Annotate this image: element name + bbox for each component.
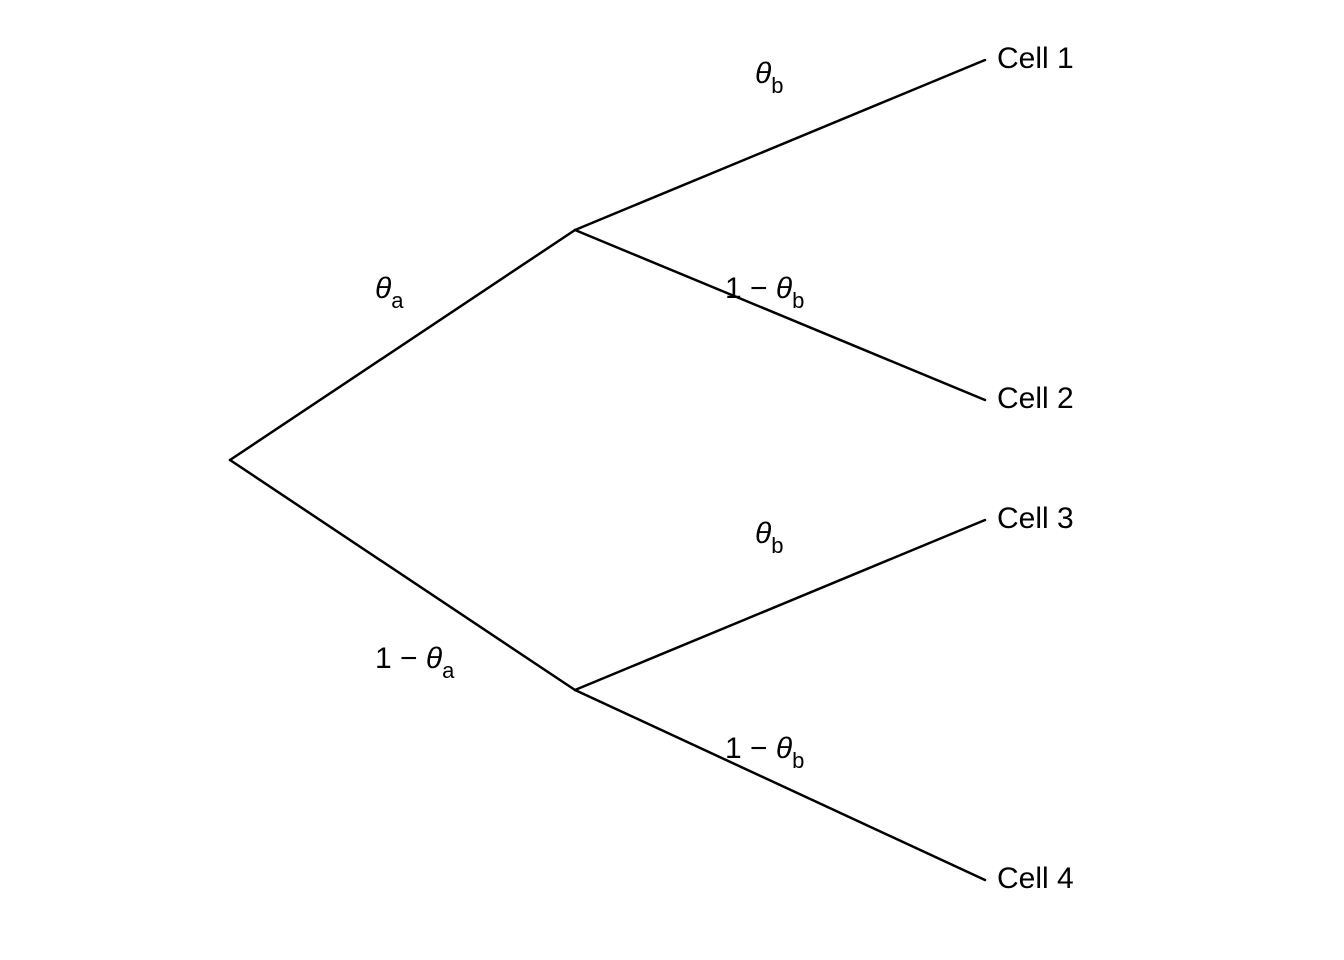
tree-edge <box>575 230 985 400</box>
leaf-label: Cell 3 <box>997 502 1074 535</box>
tree-edge <box>575 690 985 880</box>
edge-probability-label: 1 − θb <box>725 732 804 773</box>
edge-probability-label: 1 − θa <box>375 642 455 683</box>
edge-probability-label: θa <box>375 272 404 313</box>
edge-probability-label: 1 − θb <box>725 272 804 313</box>
leaf-label: Cell 4 <box>997 862 1074 895</box>
leaf-label: Cell 1 <box>997 42 1074 75</box>
tree-edge <box>230 230 575 460</box>
edge-probability-label: θb <box>755 57 784 98</box>
edge-probability-label: θb <box>755 517 784 558</box>
probability-tree-diagram: θa 1 − θa θb 1 − θb θb 1 − θb Cell 1 Cell 2 Cell… <box>0 0 1344 960</box>
leaf-label: Cell 2 <box>997 382 1074 415</box>
